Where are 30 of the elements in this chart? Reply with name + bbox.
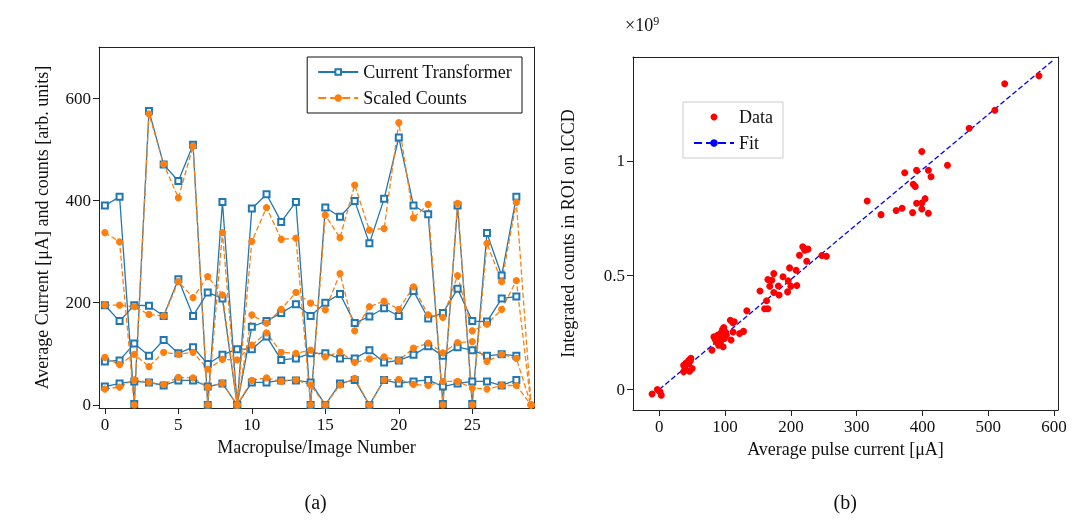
x-tick-label: 300 [843, 417, 870, 436]
y-tick-label: 0 [616, 379, 625, 399]
x-axis-title: Average pulse current [μA] [747, 439, 944, 459]
y-tick-label: 400 [65, 190, 91, 210]
y-tick-label: 200 [65, 293, 91, 313]
y-tick-label: 1 [616, 151, 625, 171]
text: (a) [304, 491, 327, 514]
y-tick-label: 600 [65, 88, 91, 108]
x-tick-label: 400 [909, 417, 936, 436]
x-tick-label: 600 [1041, 417, 1067, 436]
y-tick-label: 0.5 [603, 265, 625, 285]
x-tick-label: 25 [463, 415, 481, 434]
x-tick-label: 5 [174, 415, 183, 434]
legend-label: Data [739, 107, 773, 127]
legend-label: Fit [739, 133, 760, 153]
x-tick-label: 100 [712, 417, 738, 436]
y-tick-label: 0 [82, 395, 91, 415]
x-tick-label: 0 [100, 415, 110, 434]
text: (b) [833, 491, 857, 514]
x-tick-label: 0 [655, 417, 664, 436]
y-axis-title: Integrated counts in ROI on ICCD [558, 109, 578, 358]
legend-label: Current Transformer [363, 62, 512, 82]
legend-label: Scaled Counts [363, 88, 467, 108]
x-tick-label: 20 [390, 415, 408, 434]
x-tick-label: 15 [316, 415, 334, 434]
x-tick-label: 500 [975, 417, 1002, 436]
x-tick-label: 10 [243, 415, 261, 434]
x-axis-title: Macropulse/Image Number [217, 437, 416, 457]
x-tick-label: 200 [778, 417, 804, 436]
y-axis-title: Average Current [μA] and counts [arb. units] [32, 65, 52, 390]
